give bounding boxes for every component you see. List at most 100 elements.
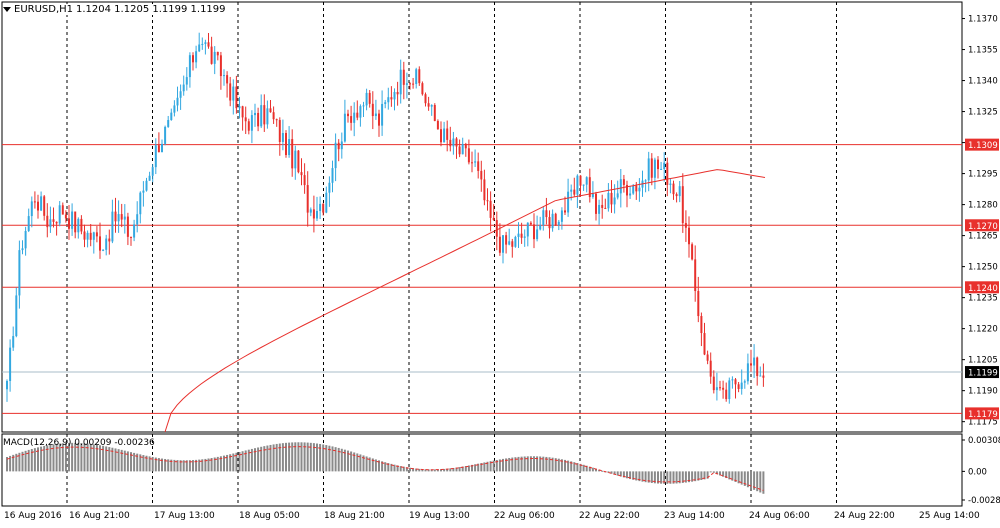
candle-body [83,231,86,240]
macd-histogram-bar [294,442,297,472]
candle-body [678,186,681,197]
candle-body [136,214,139,225]
macd-histogram-bar [117,449,120,472]
macd-histogram-bar [647,471,650,483]
candle-body [613,197,616,205]
macd-histogram-bar [374,459,377,472]
macd-histogram-bar [232,453,235,472]
candle-body [80,218,83,232]
y-tick-label: 1.1265 [968,232,998,242]
macd-pane-frame [1,433,963,507]
macd-histogram-bar [653,471,656,484]
candle-body [37,201,39,211]
macd-histogram-bar [743,471,746,486]
moving-average-line [164,169,766,433]
candle-body [173,105,176,113]
macd-histogram-bar [263,446,266,472]
macd-histogram-bar [353,452,356,472]
candle-body [374,113,377,117]
macd-histogram-bar [188,460,191,472]
macd-histogram-bar [709,471,712,473]
candle-body [95,232,98,237]
macd-histogram-bar [126,451,129,472]
candle-body [328,182,331,193]
candle-body [309,209,312,213]
macd-histogram-bar [582,464,585,472]
macd-histogram-bar [573,462,576,472]
candle-body [495,220,498,237]
macd-histogram-bar [312,443,315,472]
candle-body [638,187,641,192]
macd-values: 0.00209 -0.00236 [74,438,155,448]
candle-body [759,375,762,377]
chevron-down-icon[interactable] [3,7,11,12]
macd-histogram-bar [539,456,542,472]
candle-body [33,201,36,203]
macd-histogram-bar [644,471,647,483]
candle-body [529,222,532,225]
macd-histogram-bar [24,450,27,472]
candle-body [728,380,731,400]
candle-body [312,209,315,219]
candle-body [117,214,120,222]
macd-histogram-bar [99,445,101,472]
macd-histogram-bar [753,471,756,490]
candle-body [514,236,517,247]
candle-body [64,214,67,219]
candle-body [204,42,207,44]
macd-histogram-bar [80,443,83,472]
macd-histogram-bar [247,449,250,472]
macd-histogram-bar [737,471,740,484]
candle-body [554,213,557,226]
macd-histogram-bar [192,460,194,472]
macd-histogram-bar [303,442,306,472]
candle-body [443,128,446,143]
candle-body [619,179,622,194]
macd-histogram-bar [536,456,539,472]
candle-body [294,150,297,169]
candle-body [557,221,560,226]
macd-histogram-bar [55,443,58,472]
candle-body [120,214,123,220]
candle-body [567,191,570,213]
macd-histogram-bar [213,457,216,472]
macd-histogram-bar [319,443,322,472]
macd-histogram-bar [542,456,545,472]
y-tick-label: 1.1295 [968,170,998,180]
macd-histogram-bar [170,459,173,472]
macd-histogram-bar [95,444,98,472]
candle-body [371,103,374,117]
macd-histogram-bar [204,458,207,472]
macd-histogram-bar [551,457,554,472]
candle-body [402,69,405,85]
candle-body [219,55,222,77]
candle-body [601,204,604,208]
candle-body [731,379,734,381]
candle-body [517,233,520,237]
macd-histogram-bar [728,471,731,480]
macd-histogram-bar [430,469,433,472]
candle-body [424,94,427,104]
macd-histogram-bar [108,447,111,472]
candle-body [322,203,325,213]
candle-body [703,333,706,355]
candle-body [247,121,250,131]
quote-values: 1.1204 1.1205 1.1199 1.1199 [76,4,226,15]
y-tick-label: 1.1325 [968,108,998,118]
candle-body [446,128,449,140]
candle-body [111,211,114,242]
macd-histogram-bar [486,461,489,472]
macd-histogram-bar [418,468,421,472]
candle-body [564,210,566,213]
macd-histogram-bar [111,447,114,472]
macd-histogram-bar [517,456,520,472]
macd-histogram-bar [139,454,142,472]
macd-histogram-bar [285,442,287,472]
macd-histogram-bar [449,468,452,472]
candle-body [300,172,303,176]
candle-body [393,91,396,100]
candle-body [297,150,300,173]
macd-histogram-bar [291,442,294,472]
